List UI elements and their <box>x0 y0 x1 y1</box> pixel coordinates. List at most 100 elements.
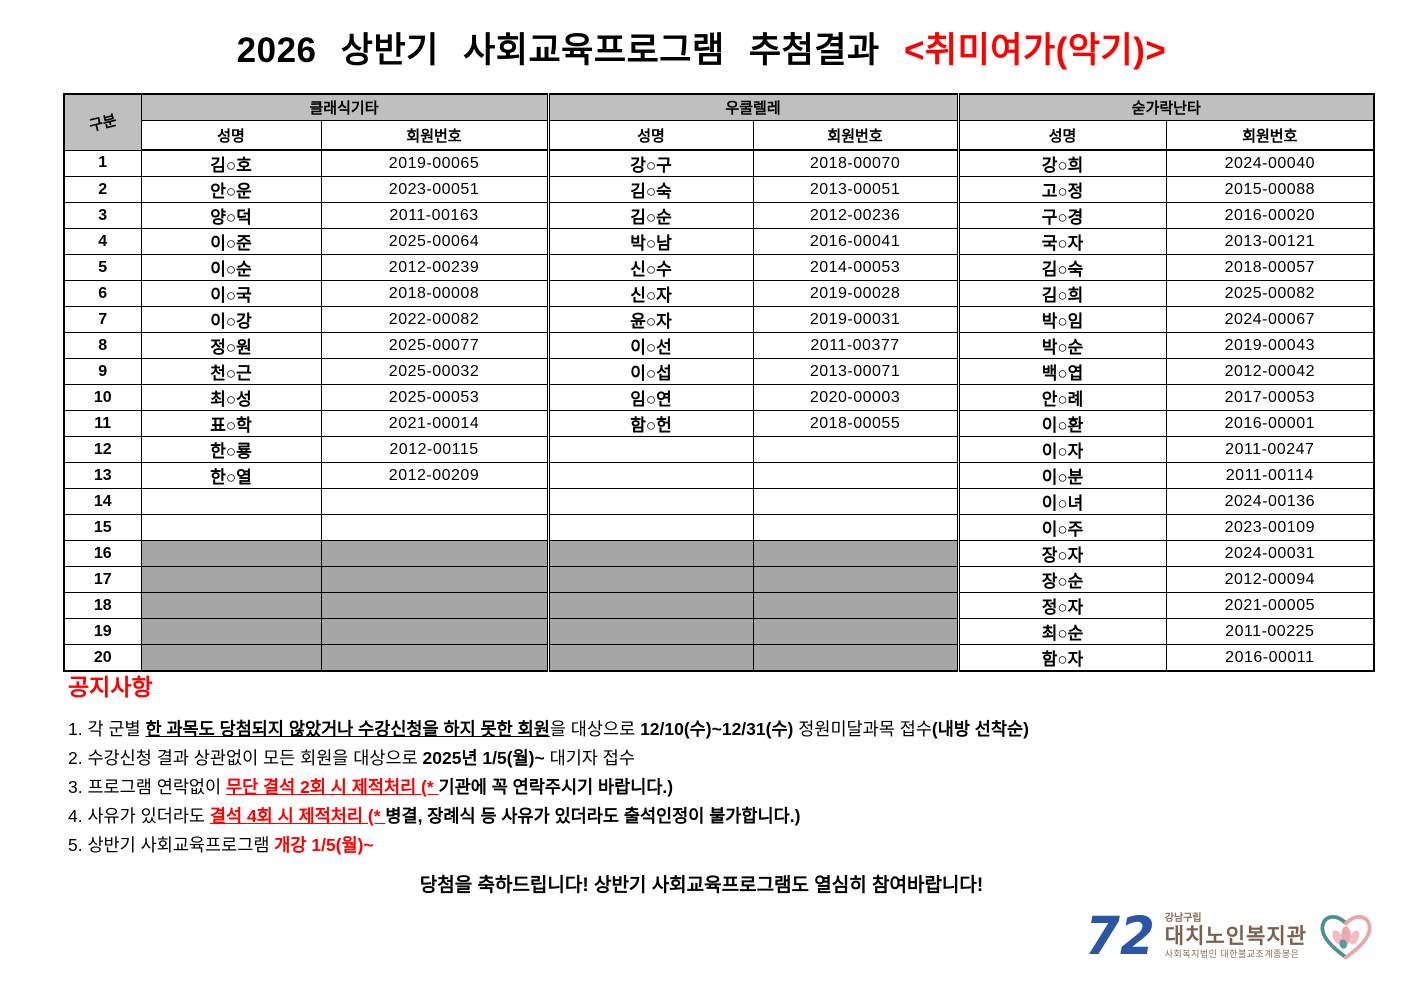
name-cell: 장○순 <box>956 566 1167 593</box>
member-number-cell: 2025-00053 <box>320 384 549 411</box>
table-row: 17 장○순 2012-00094 <box>63 566 1375 593</box>
table-row: 19 최○순 2011-00225 <box>63 618 1375 645</box>
member-number-cell <box>320 514 549 541</box>
name-cell: 박○임 <box>956 306 1167 333</box>
table-row: 5 이○순 2012-00239 신○수 2014-00053 김○숙 2018-00057 <box>63 254 1375 281</box>
results-table-body: 1 김○호 2019-00065 강○구 2018-00070 강○희 2024-00040… <box>63 149 1375 672</box>
page-title-main: 2026 상반기 사회교육프로그램 추첨결과 <box>236 31 880 70</box>
row-number: 1 <box>63 149 142 177</box>
member-number-cell <box>752 488 959 515</box>
name-cell: 김○숙 <box>546 176 754 203</box>
notice-text-segment: 결석 4회 시 제적처리 (* <box>209 806 386 826</box>
results-table: 구분 클래식기타 우쿨렐레 숟가락난타 성명 회원번호 성명 회원번호 성명 회… <box>63 93 1376 672</box>
name-cell: 김○숙 <box>956 254 1167 281</box>
name-cell: 안○운 <box>140 176 322 203</box>
name-cell: 안○례 <box>956 384 1167 411</box>
member-column-header: 회원번호 <box>752 120 959 151</box>
member-number-cell: 2020-00003 <box>752 384 959 411</box>
row-number: 18 <box>63 592 142 619</box>
name-cell: 최○성 <box>140 384 322 411</box>
name-cell: 국○자 <box>956 228 1167 255</box>
member-number-cell: 2011-00225 <box>1165 618 1375 645</box>
member-number-cell <box>752 436 959 463</box>
member-number-cell: 2018-00055 <box>752 410 959 437</box>
member-number-cell: 2019-00065 <box>320 149 549 177</box>
member-number-cell <box>752 540 959 567</box>
name-cell: 이○선 <box>546 332 754 359</box>
notice-text-segment: 대기자 접수 <box>544 748 635 768</box>
notice-list: 1. 각 군별 한 과목도 당첨되지 않았거나 수강신청을 하지 못한 회원을 … <box>68 715 1168 860</box>
name-cell <box>546 566 754 593</box>
page-title-highlight: <취미여가(악기)> <box>903 31 1167 70</box>
name-cell: 고○정 <box>956 176 1167 203</box>
member-number-cell: 2017-00053 <box>1165 384 1375 411</box>
row-number: 19 <box>63 618 142 645</box>
notice-heading: 공지사항 <box>68 674 153 700</box>
member-number-cell: 2021-00005 <box>1165 592 1375 619</box>
notice-text-segment: 병결, 장례식 등 사유가 있더라도 출석인정이 불가합니다.) <box>385 806 801 826</box>
notice-section: 공지사항 1. 각 군별 한 과목도 당첨되지 않았거나 수강신청을 하지 못한… <box>68 668 1168 860</box>
name-cell: 이○국 <box>140 280 322 307</box>
name-cell: 정○원 <box>140 332 322 359</box>
notice-text-segment: 12/10(수)~12/31(수) <box>640 719 794 739</box>
member-column-header: 회원번호 <box>320 120 549 151</box>
member-number-cell: 2012-00236 <box>752 202 959 229</box>
member-number-cell: 2019-00043 <box>1165 332 1375 359</box>
member-number-cell: 2011-00247 <box>1165 436 1375 463</box>
notice-text-segment: 4. 사유가 있더라도 <box>68 806 210 826</box>
name-cell: 김○순 <box>546 202 754 229</box>
row-number: 6 <box>63 280 142 307</box>
name-cell <box>140 566 322 593</box>
name-column-header: 성명 <box>956 120 1167 151</box>
member-number-cell: 2011-00163 <box>320 202 549 229</box>
notice-text-segment: 한 과목도 당첨되지 않았거나 수강신청을 하지 못한 회원 <box>145 719 550 739</box>
member-number-cell: 2025-00032 <box>320 358 549 385</box>
table-row: 7 이○강 2022-00082 윤○자 2019-00031 박○임 2024-00067 <box>63 306 1375 333</box>
name-cell: 이○녀 <box>956 488 1167 515</box>
member-number-cell <box>752 644 959 672</box>
member-number-cell: 2024-00136 <box>1165 488 1375 515</box>
notice-text-segment: 을 대상으로 <box>549 719 641 739</box>
name-cell: 박○남 <box>546 228 754 255</box>
name-cell: 이○순 <box>140 254 322 281</box>
name-cell <box>546 644 754 672</box>
member-number-cell: 2011-00114 <box>1165 462 1375 489</box>
member-column-header: 회원번호 <box>1165 120 1375 151</box>
member-number-cell: 2016-00011 <box>1165 644 1375 672</box>
member-number-cell: 2013-00121 <box>1165 228 1375 255</box>
heart-lotus-icon <box>1320 914 1372 960</box>
member-number-cell: 2012-00042 <box>1165 358 1375 385</box>
member-number-cell <box>320 488 549 515</box>
logo-text: 강남구립 대치노인복지관 사회복지법인 대한불교조계종봉은 <box>1165 913 1307 959</box>
name-cell: 윤○자 <box>546 306 754 333</box>
name-cell: 정○자 <box>956 592 1167 619</box>
name-cell: 양○덕 <box>140 202 322 229</box>
table-row: 10 최○성 2025-00053 임○연 2020-00003 안○례 2017-0005… <box>63 384 1375 411</box>
name-cell: 함○자 <box>956 644 1167 672</box>
table-row: 2 안○운 2023-00051 김○숙 2013-00051 고○정 2015-00088 <box>63 176 1375 203</box>
name-cell <box>546 436 754 463</box>
member-number-cell: 2024-00031 <box>1165 540 1375 567</box>
row-number: 7 <box>63 306 142 333</box>
name-cell <box>140 488 322 515</box>
name-cell: 백○엽 <box>956 358 1167 385</box>
name-cell: 김○희 <box>956 280 1167 307</box>
logo-mark-icon: 72 <box>1085 905 1155 967</box>
name-cell: 이○분 <box>956 462 1167 489</box>
member-number-cell: 2024-00067 <box>1165 306 1375 333</box>
row-number: 13 <box>63 462 142 489</box>
row-number: 15 <box>63 514 142 541</box>
member-number-cell <box>752 462 959 489</box>
name-cell <box>546 618 754 645</box>
name-cell: 최○순 <box>956 618 1167 645</box>
logo-district-label: 강남구립 <box>1164 913 1202 924</box>
name-cell: 이○강 <box>140 306 322 333</box>
notice-text-segment: 2025년 1/5(월)~ <box>422 748 545 768</box>
member-number-cell: 2013-00051 <box>752 176 959 203</box>
row-number: 2 <box>63 176 142 203</box>
member-number-cell: 2025-00082 <box>1165 280 1375 307</box>
member-number-cell: 2025-00077 <box>320 332 549 359</box>
notice-text-segment: 5. 상반기 사회교육프로그램 <box>68 835 275 855</box>
name-cell <box>140 592 322 619</box>
